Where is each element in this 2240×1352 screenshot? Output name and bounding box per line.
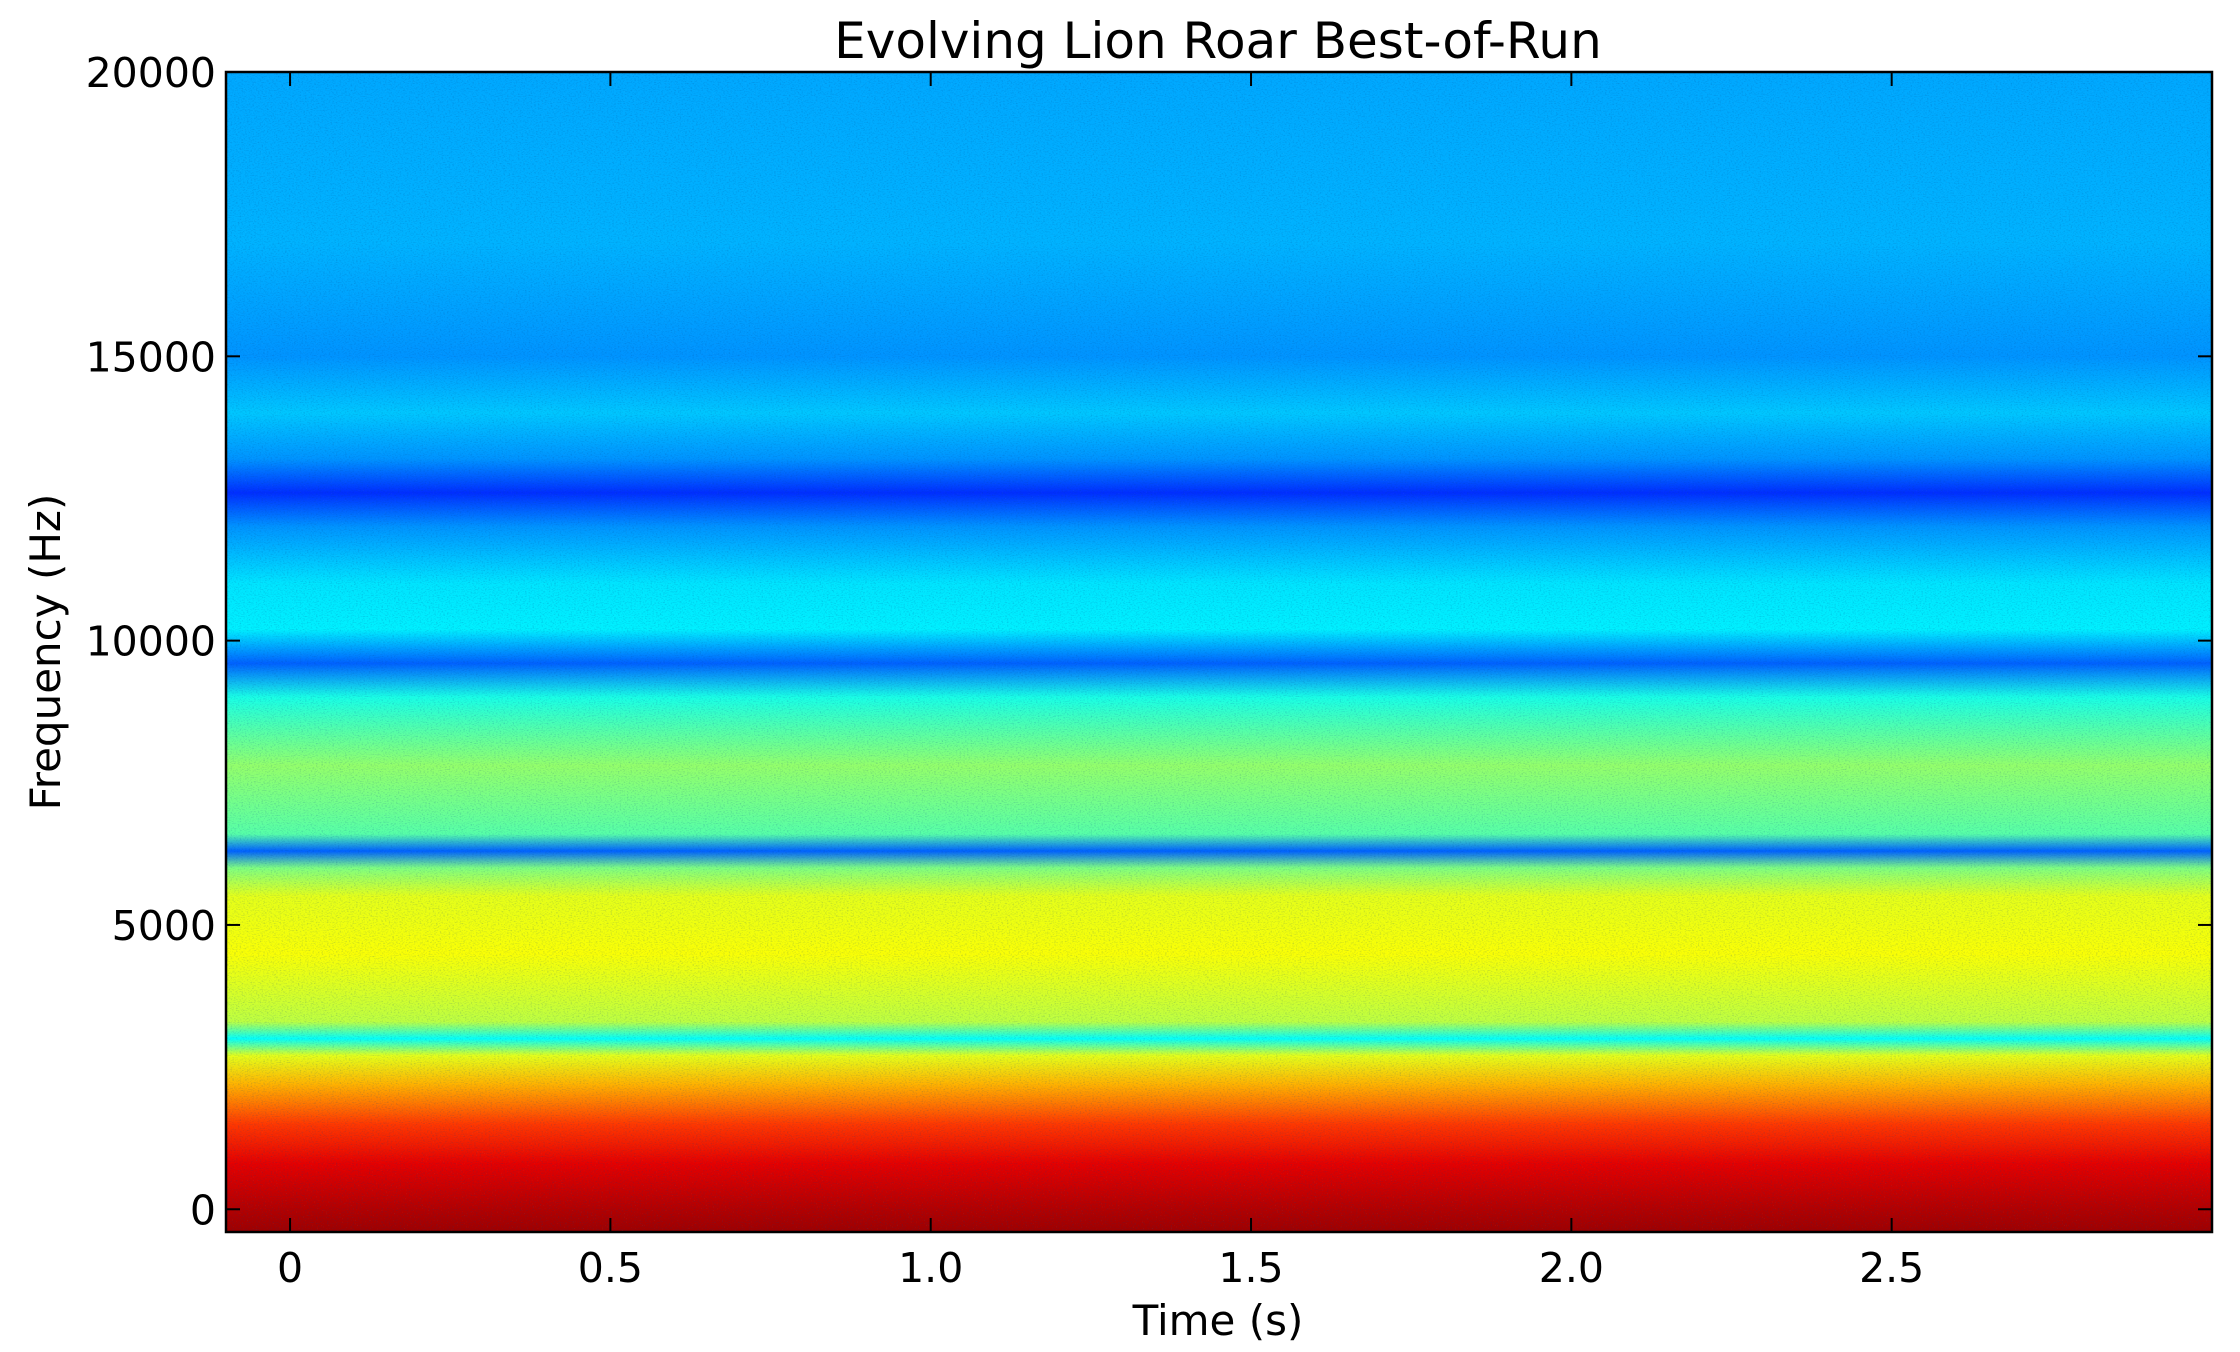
chart-title: Evolving Lion Roar Best-of-Run	[834, 12, 1602, 70]
y-tick-label: 20000	[86, 49, 216, 97]
x-tick-label: 0	[277, 1244, 303, 1292]
x-axis-label: Time (s)	[1132, 1296, 1304, 1345]
x-tick-label: 2.5	[1859, 1244, 1924, 1292]
x-tick-label: 2.0	[1539, 1244, 1604, 1292]
plot-frame	[224, 70, 2214, 1234]
x-tick-label: 1.0	[898, 1244, 963, 1292]
y-tick-label: 0	[190, 1186, 216, 1234]
y-axis-label: Frequency (Hz)	[21, 494, 70, 811]
y-tick-label: 10000	[86, 618, 216, 666]
y-axis-ticks: 0 5000 10000 15000 20000	[86, 49, 2212, 1234]
x-tick-label: 0.5	[578, 1244, 643, 1292]
x-tick-label: 1.5	[1218, 1244, 1283, 1292]
spectrogram-speckle	[226, 72, 2212, 1232]
plot-area	[224, 70, 2214, 1234]
x-axis-ticks: 0 0.5 1.0 1.5 2.0 2.5	[277, 72, 1924, 1292]
y-tick-label: 15000	[86, 333, 216, 381]
y-tick-label: 5000	[112, 902, 216, 950]
